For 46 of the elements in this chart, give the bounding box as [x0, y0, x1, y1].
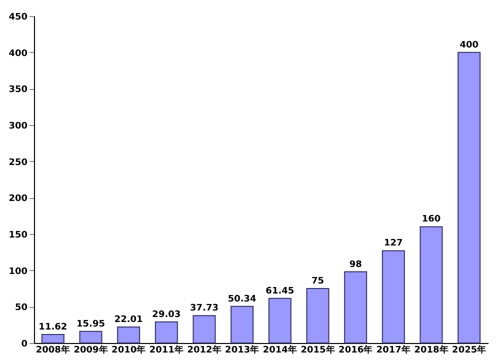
- bar: [382, 250, 405, 344]
- data-label: 11.62: [38, 322, 68, 333]
- data-label: 98: [349, 260, 362, 270]
- bar: [268, 298, 292, 344]
- bar: [230, 306, 254, 344]
- x-tick-label: 2010年: [112, 344, 146, 356]
- data-label: 61.45: [266, 286, 294, 296]
- bar: [458, 52, 481, 344]
- data-label: 37.73: [190, 304, 218, 314]
- data-label: 22.01: [114, 315, 143, 326]
- x-tick-label: 2016年: [338, 344, 373, 356]
- bar: [117, 326, 140, 344]
- data-label: 29.03: [152, 310, 181, 320]
- data-label: 160: [422, 214, 441, 225]
- bar: [79, 330, 102, 344]
- x-tick-label: 2025年: [452, 344, 486, 356]
- x-tick-label: 2008年: [36, 344, 70, 356]
- data-label: 50.34: [228, 294, 256, 304]
- x-tick-label: 2015年: [300, 344, 335, 356]
- y-tick-label: 0: [21, 340, 28, 350]
- x-tick-label: 2009年: [74, 344, 108, 356]
- y-tick-label: 150: [8, 230, 28, 240]
- data-label: 127: [384, 238, 403, 249]
- bar: [41, 334, 64, 344]
- data-label: 15.95: [76, 319, 105, 330]
- y-tick-label: 200: [8, 194, 28, 204]
- x-tick-label: 2012年: [187, 344, 222, 356]
- x-tick-label: 2014年: [262, 344, 297, 356]
- bar: [192, 315, 216, 344]
- y-tick-label: 300: [8, 122, 28, 132]
- data-label: 75: [311, 276, 324, 286]
- x-tick-label: 2018年: [414, 344, 448, 356]
- y-tick-label: 100: [8, 266, 28, 277]
- x-tick-label: 2017年: [376, 344, 410, 356]
- bar: [344, 271, 368, 344]
- y-tick-label: 400: [8, 48, 28, 59]
- y-tick-label: 350: [8, 85, 28, 96]
- x-tick-label: 2013年: [225, 344, 260, 356]
- y-tick-label: 50: [14, 303, 28, 314]
- bar: [306, 288, 330, 344]
- y-tick-label: 250: [8, 158, 28, 168]
- bar: [154, 321, 178, 344]
- data-label: 400: [460, 40, 478, 50]
- x-tick-label: 2011年: [149, 344, 184, 356]
- bar: [420, 226, 443, 344]
- y-tick-label: 450: [8, 12, 28, 22]
